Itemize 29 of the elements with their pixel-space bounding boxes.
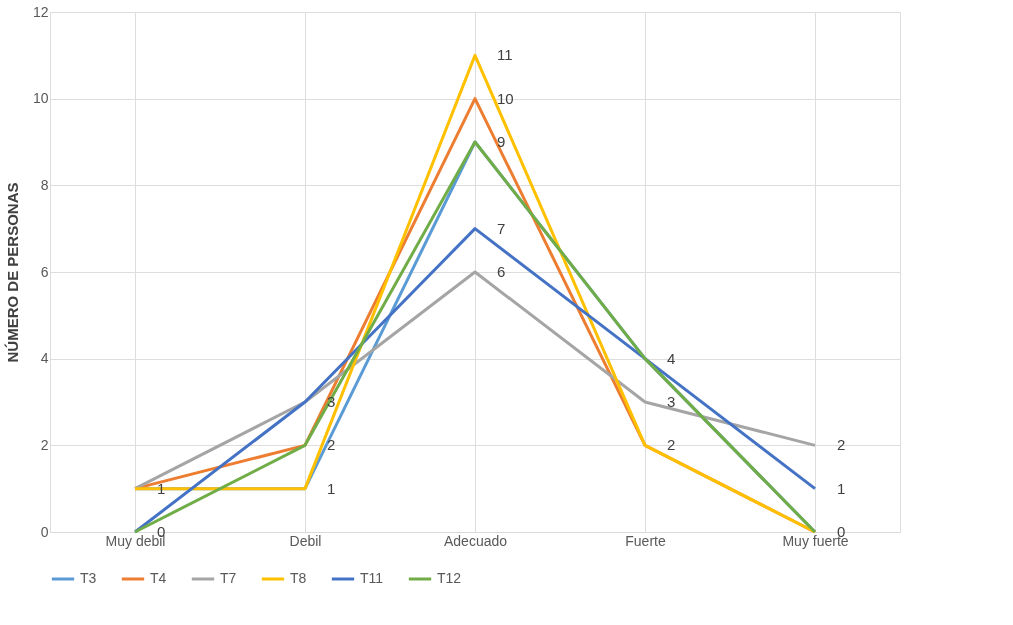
data-label: 2 xyxy=(667,436,676,454)
x-tick-label: Adecuado xyxy=(443,532,508,549)
x-tick-label: Fuerte xyxy=(625,532,666,549)
y-axis-title: NÚMERO DE PERSONAS xyxy=(3,182,21,363)
legend-label: T11 xyxy=(360,570,384,586)
data-label: 1 xyxy=(327,479,336,497)
y-tick-label: 10 xyxy=(32,90,49,107)
y-tick-label: 12 xyxy=(32,3,49,20)
data-label: 1 xyxy=(837,479,846,497)
legend-label: T8 xyxy=(290,570,307,586)
y-tick-label: 2 xyxy=(40,436,49,453)
legend-label: T7 xyxy=(220,570,237,586)
data-label: 2 xyxy=(837,436,846,454)
y-tick-label: 4 xyxy=(40,350,49,367)
x-tick-label: Debil xyxy=(289,532,322,549)
y-tick-label: 0 xyxy=(40,523,49,540)
data-label: 3 xyxy=(667,393,676,410)
data-label: 10 xyxy=(497,89,514,107)
legend-label: T3 xyxy=(80,570,97,586)
data-label: 4 xyxy=(667,349,676,367)
data-label: 11 xyxy=(497,46,513,64)
data-label: 2 xyxy=(327,436,336,454)
y-tick-label: 6 xyxy=(40,263,49,280)
legend-label: T4 xyxy=(150,570,167,586)
data-label: 9 xyxy=(497,133,506,150)
legend-label: T12 xyxy=(437,570,462,586)
y-tick-label: 8 xyxy=(40,176,49,193)
data-label: 7 xyxy=(497,219,506,237)
data-label: 6 xyxy=(497,263,506,280)
